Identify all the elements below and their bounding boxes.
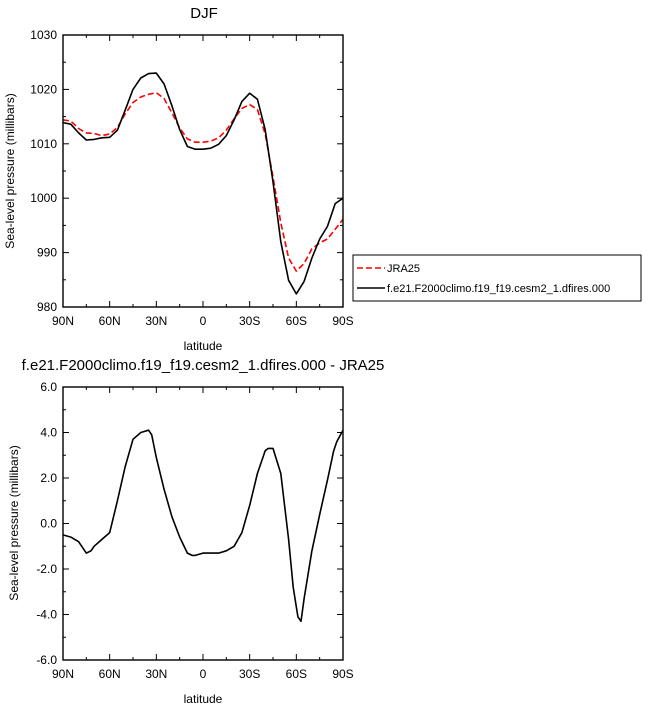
top-chart-ticks: 90N 60N 30N 0 30S 60S 90S 980 990 1000 1010 1020 103… — [30, 28, 353, 328]
bottom-chart-xtick-label: 0 — [200, 667, 207, 681]
legend-label-jra25: JRA25 — [387, 263, 420, 275]
top-chart-ytick-label: 1020 — [30, 82, 57, 96]
top-chart-ytick-label: 1010 — [30, 137, 57, 151]
bottom-chart-ytick-label: -6.0 — [36, 653, 57, 667]
bottom-chart-xtick-label: 90S — [332, 667, 353, 681]
top-chart-xtick-label: 60N — [99, 314, 121, 328]
bottom-chart-ytick-label: -2.0 — [36, 562, 57, 576]
top-chart-series-line-0 — [62, 91, 344, 272]
top-chart-xtick-label: 90S — [332, 314, 353, 328]
top-chart-xtick-label: 90N — [52, 314, 74, 328]
top-chart-series-group — [62, 72, 344, 295]
bottom-chart-title: f.e21.F2000climo.f19_f19.cesm2_1.dfires.… — [22, 357, 385, 374]
bottom-chart-ytick-label: -4.0 — [36, 608, 57, 622]
bottom-chart-series-group — [62, 429, 344, 623]
bottom-chart: f.e21.F2000climo.f19_f19.cesm2_1.dfires.… — [7, 357, 384, 706]
top-chart-xtick-label: 60S — [286, 314, 307, 328]
bottom-chart-xtick-label: 30S — [239, 667, 260, 681]
bottom-chart-series-line-0 — [62, 429, 344, 623]
legend-box — [352, 254, 642, 302]
top-chart-title: DJF — [190, 5, 218, 22]
bottom-chart-xtick-label: 90N — [52, 667, 74, 681]
bottom-chart-ylabel: Sea-level pressure (millibars) — [7, 445, 21, 600]
top-chart-ytick-label: 990 — [37, 246, 57, 260]
top-chart-ytick-label: 980 — [37, 300, 57, 314]
top-chart-xtick-label: 30N — [145, 314, 167, 328]
bottom-chart-ytick-label: 2.0 — [40, 471, 57, 485]
top-chart-ytick-label: 1030 — [30, 28, 57, 42]
top-chart-ytick-label: 1000 — [30, 191, 57, 205]
top-chart-ylabel: Sea-level pressure (millibars) — [3, 93, 17, 248]
bottom-chart-ytick-label: 0.0 — [40, 517, 57, 531]
top-chart-xtick-label: 30S — [239, 314, 260, 328]
bottom-chart-xtick-label: 30N — [145, 667, 167, 681]
top-chart: DJF 90N 60N 30N 0 30S 60S 90S 980 990 1000 1010 102… — [3, 5, 642, 353]
bottom-chart-xtick-label: 60S — [286, 667, 307, 681]
bottom-chart-ytick-label: 6.0 — [40, 380, 57, 394]
top-chart-xlabel: latitude — [184, 339, 223, 353]
bottom-chart-ytick-label: 4.0 — [40, 426, 57, 440]
legend-label-model: f.e21.F2000climo.f19_f19.cesm2_1.dfires.… — [387, 283, 610, 295]
bottom-chart-xlabel: latitude — [184, 692, 223, 706]
bottom-chart-xtick-label: 60N — [99, 667, 121, 681]
top-chart-legend: JRA25 f.e21.F2000climo.f19_f19.cesm2_1.d… — [352, 254, 642, 302]
bottom-chart-ticks: 90N 60N 30N 0 30S 60S 90S -6.0 -4.0 -2.0 0.0 2.0 4.0… — [36, 380, 353, 681]
top-chart-series-line-1 — [62, 72, 344, 295]
top-chart-xtick-label: 0 — [200, 314, 207, 328]
